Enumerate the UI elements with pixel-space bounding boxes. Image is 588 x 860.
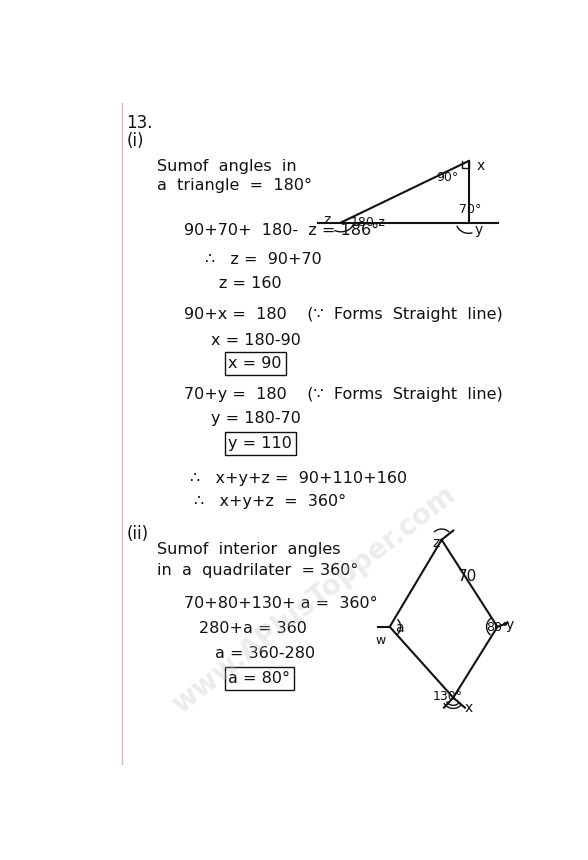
Text: 13.: 13. — [126, 114, 153, 132]
Text: 70+y =  180    (∵  Forms  Straight  line): 70+y = 180 (∵ Forms Straight line) — [183, 386, 502, 402]
Text: 70+80+130+ a =  360°: 70+80+130+ a = 360° — [183, 596, 377, 611]
Text: ∴   x+y+z =  90+110+160: ∴ x+y+z = 90+110+160 — [190, 471, 407, 486]
Text: 70: 70 — [458, 569, 477, 584]
Text: 90+x =  180    (∵  Forms  Straight  line): 90+x = 180 (∵ Forms Straight line) — [183, 307, 502, 322]
Text: x = 180-90: x = 180-90 — [212, 333, 301, 347]
Text: z: z — [323, 213, 330, 227]
Text: x: x — [465, 702, 473, 716]
Text: 90+70+  180-  z = 186°: 90+70+ 180- z = 186° — [183, 223, 379, 237]
Text: y = 180-70: y = 180-70 — [212, 411, 301, 427]
Text: a  triangle  =  180°: a triangle = 180° — [157, 178, 312, 193]
Text: x: x — [476, 159, 485, 174]
Text: ∴   x+y+z  =  360°: ∴ x+y+z = 360° — [193, 494, 346, 508]
Text: 130°: 130° — [432, 690, 462, 703]
Text: (i): (i) — [126, 132, 143, 150]
Text: 280+a = 360: 280+a = 360 — [199, 621, 307, 636]
Text: Sumof  interior  angles: Sumof interior angles — [157, 542, 340, 557]
Text: 180-z: 180-z — [351, 217, 386, 230]
Text: Sumof  angles  in: Sumof angles in — [157, 158, 297, 174]
Text: 70°: 70° — [459, 203, 482, 217]
Text: 80°: 80° — [487, 621, 509, 634]
Text: x = 90: x = 90 — [229, 356, 282, 371]
Text: (ii): (ii) — [126, 525, 148, 544]
Text: a = 360-280: a = 360-280 — [215, 646, 315, 661]
Text: www.APlusTopper.com: www.APlusTopper.com — [166, 481, 460, 719]
Text: y: y — [475, 223, 483, 237]
Text: a: a — [395, 622, 404, 636]
Text: w: w — [376, 635, 386, 648]
Text: ∴   z =  90+70: ∴ z = 90+70 — [205, 252, 322, 267]
Text: in  a  quadrilater  = 360°: in a quadrilater = 360° — [157, 563, 359, 578]
Text: y: y — [506, 617, 514, 631]
Text: 90°: 90° — [436, 171, 459, 184]
Text: z = 160: z = 160 — [219, 276, 282, 292]
Text: z: z — [432, 536, 440, 550]
Text: a = 80°: a = 80° — [229, 672, 290, 686]
Text: y = 110: y = 110 — [229, 436, 292, 451]
